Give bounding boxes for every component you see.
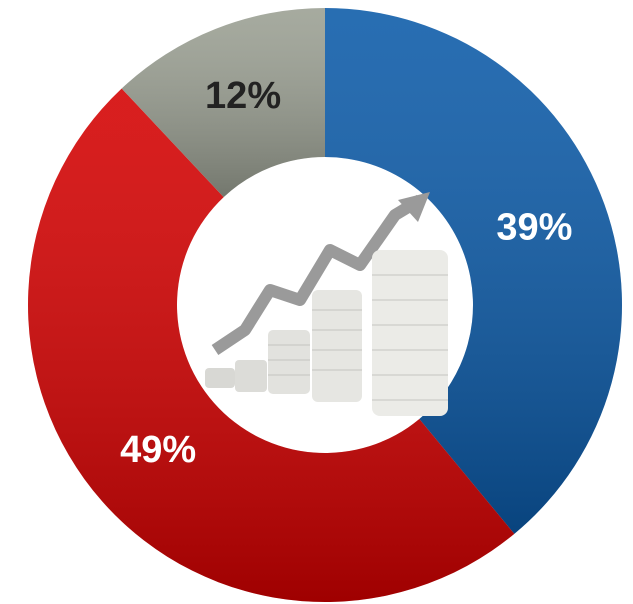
center-icon bbox=[205, 192, 448, 416]
slice-shade bbox=[121, 8, 325, 198]
value-label: 12% bbox=[205, 75, 281, 117]
slice-shade bbox=[28, 88, 515, 602]
slice-shade bbox=[325, 8, 622, 534]
slices bbox=[28, 8, 622, 602]
labels: 39% 49% 12% bbox=[120, 75, 572, 471]
value-label: 39% bbox=[496, 207, 572, 249]
value-label: 49% bbox=[120, 429, 196, 471]
